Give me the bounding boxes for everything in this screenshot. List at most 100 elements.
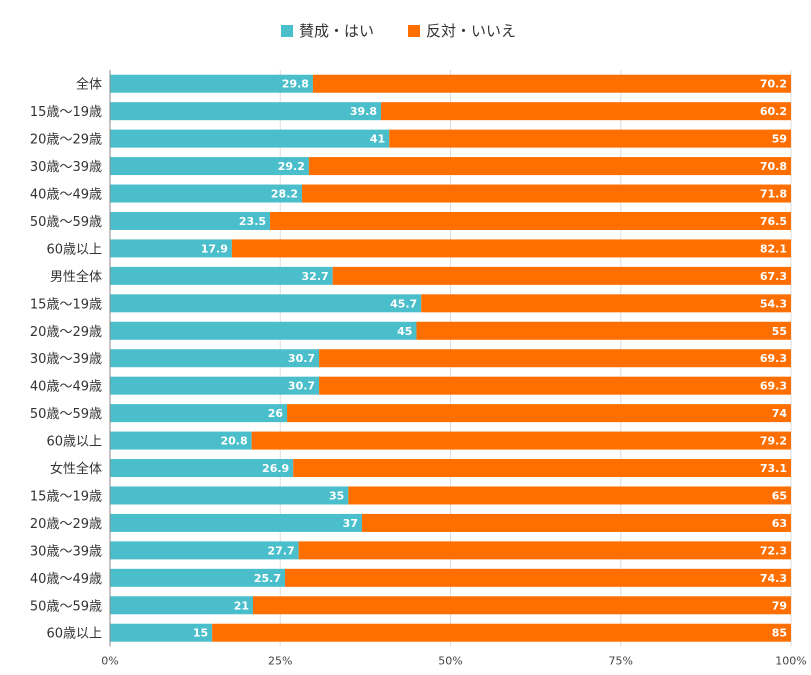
category-label: 15歳～19歳: [30, 297, 102, 312]
bar-segment-yes: [110, 102, 382, 121]
data-label: 27.7: [267, 544, 294, 557]
data-label: 69.3: [760, 380, 787, 393]
legend-label-1: 賛成・はい: [299, 22, 374, 40]
bar-segment-no: [319, 376, 791, 395]
category-label: 50歳～59歳: [30, 215, 102, 230]
category-label: 20歳～29歳: [30, 517, 102, 532]
data-label: 30.7: [288, 380, 315, 393]
bar-segment-yes: [110, 211, 271, 230]
data-label: 35: [329, 489, 344, 502]
category-label: 50歳～59歳: [30, 407, 102, 422]
bar-segment-no: [270, 211, 791, 230]
category-label: 15歳～19歳: [30, 105, 102, 120]
bar-segment-yes: [110, 74, 313, 93]
bar-segment-no: [348, 486, 791, 505]
bar-segment-yes: [110, 294, 422, 313]
bar-segment-yes: [110, 541, 299, 560]
bar-segment-no: [293, 459, 791, 478]
bar-segment-no: [416, 321, 791, 340]
category-label: 30歳～39歳: [30, 544, 102, 559]
data-label: 70.2: [760, 78, 787, 91]
bar-segment-yes: [110, 239, 232, 258]
bar-segment-no: [312, 74, 791, 93]
x-tick-label: 50%: [438, 654, 462, 667]
data-label: 69.3: [760, 352, 787, 365]
category-label: 60歳以上: [46, 242, 102, 257]
bar-segment-yes: [110, 157, 309, 176]
bar-segment-yes: [110, 266, 333, 285]
data-label: 59: [772, 133, 787, 146]
category-label: 30歳～39歳: [30, 352, 102, 367]
bar-segment-yes: [110, 486, 349, 505]
bar-segment-no: [421, 294, 791, 313]
data-label: 17.9: [201, 242, 228, 255]
bar-segment-no: [308, 157, 791, 176]
bar-segment-yes: [110, 568, 286, 587]
data-label: 55: [772, 325, 787, 338]
data-label: 71.8: [760, 188, 787, 201]
data-label: 29.2: [278, 160, 305, 173]
data-label: 74: [772, 407, 788, 420]
data-label: 65: [772, 489, 787, 502]
bar-segment-no: [319, 349, 791, 368]
legend-label-2: 反対・いいえ: [426, 22, 516, 40]
bar-segment-no: [332, 266, 791, 285]
data-label: 15: [193, 627, 208, 640]
category-label: 全体: [76, 77, 102, 93]
data-label: 72.3: [760, 544, 787, 557]
data-label: 21: [234, 599, 249, 612]
data-label: 70.8: [760, 160, 787, 173]
data-label: 32.7: [302, 270, 329, 283]
category-label: 60歳以上: [46, 627, 102, 642]
category-label: 40歳～49歳: [30, 572, 102, 587]
category-label: 40歳～49歳: [30, 188, 102, 203]
bar-segment-no: [389, 129, 791, 148]
data-label: 41: [370, 133, 385, 146]
data-label: 76.5: [760, 215, 787, 228]
data-label: 29.8: [282, 78, 309, 91]
data-label: 67.3: [760, 270, 787, 283]
category-label: 15歳～19歳: [30, 489, 102, 504]
category-label: 40歳～49歳: [30, 380, 102, 395]
bar-segment-yes: [110, 184, 303, 203]
bar-segment-yes: [110, 129, 390, 148]
legend-swatch-2: [408, 25, 420, 37]
bar-segment-no: [231, 239, 792, 258]
data-label: 23.5: [239, 215, 266, 228]
bar-segment-yes: [110, 349, 320, 368]
data-label: 73.1: [760, 462, 787, 475]
bar-segment-no: [361, 513, 791, 532]
data-label: 30.7: [288, 352, 315, 365]
bar-segment-yes: [110, 513, 362, 532]
category-label: 30歳～39歳: [30, 160, 102, 175]
bar-segment-no: [298, 541, 791, 560]
legend-swatch-1: [281, 25, 293, 37]
data-label: 25.7: [254, 572, 281, 585]
bar-segment-yes: [110, 321, 417, 340]
data-label: 82.1: [760, 242, 787, 255]
data-label: 60.2: [760, 105, 787, 118]
data-label: 85: [772, 627, 787, 640]
data-label: 45: [397, 325, 412, 338]
bar-segment-yes: [110, 431, 252, 450]
x-tick-label: 100%: [775, 654, 806, 667]
bar-segment-no: [285, 568, 791, 587]
category-label: 男性全体: [50, 269, 102, 285]
data-label: 26.9: [262, 462, 289, 475]
data-label: 74.3: [760, 572, 787, 585]
data-label: 63: [772, 517, 787, 530]
category-label: 女性全体: [50, 461, 102, 477]
x-tick-label: 25%: [268, 654, 292, 667]
data-label: 28.2: [271, 188, 298, 201]
bar-segment-no: [381, 102, 791, 121]
bar-segment-yes: [110, 596, 254, 615]
data-label: 39.8: [350, 105, 377, 118]
category-label: 20歳～29歳: [30, 325, 102, 340]
bar-segment-yes: [110, 376, 320, 395]
data-label: 37: [343, 517, 358, 530]
x-tick-label: 0%: [101, 654, 118, 667]
bar-segment-yes: [110, 623, 213, 642]
bar-segment-yes: [110, 404, 288, 423]
